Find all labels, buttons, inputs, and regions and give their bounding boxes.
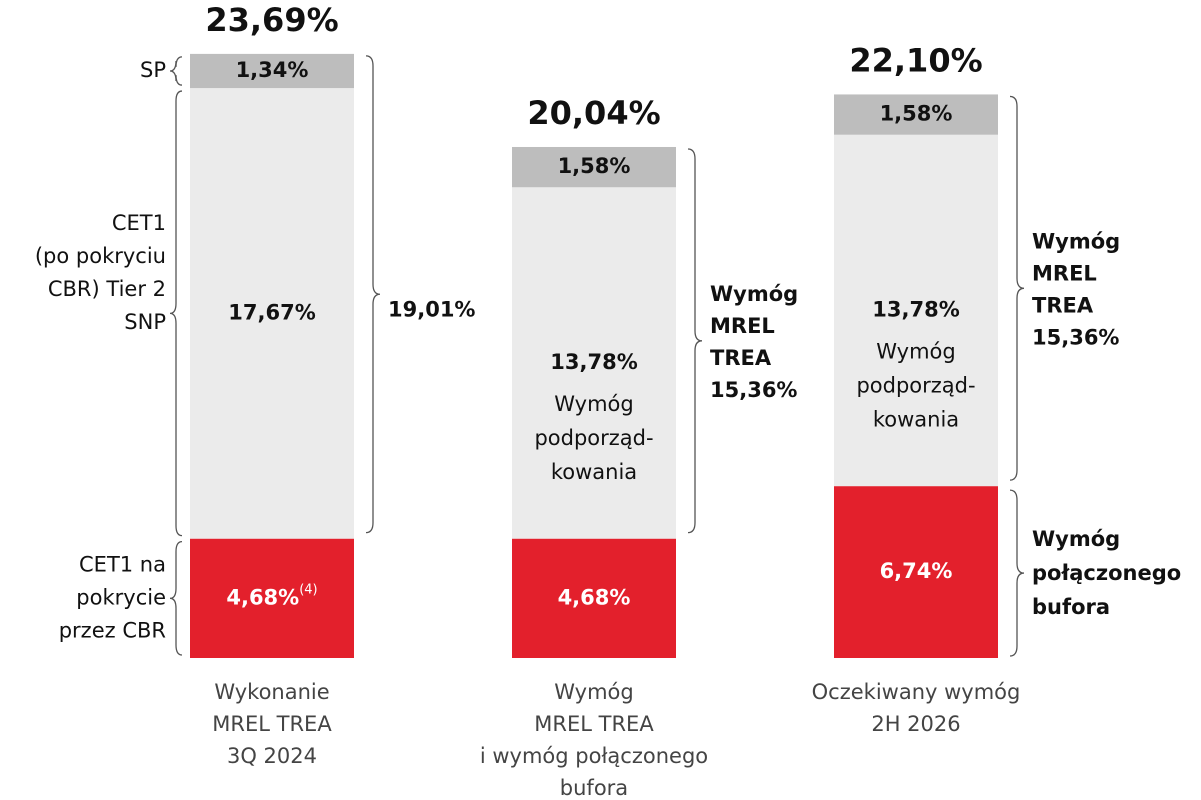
bar-segment xyxy=(834,486,998,658)
value-label: 6,74% xyxy=(880,559,953,583)
value-label: 1,34% xyxy=(236,58,309,82)
value-label: 4,68% xyxy=(558,585,631,609)
value-label: 4,68%(4) xyxy=(226,582,317,610)
mrel-label: Wymóg MREL TREA 15,36% xyxy=(1032,229,1120,349)
brace xyxy=(687,148,703,534)
subordination-label: Wymóg podporząd-kowania xyxy=(534,392,653,484)
x-tick-label: Wykonanie MREL TREA 3Q 2024 xyxy=(212,680,332,768)
series-label: SP xyxy=(140,58,166,82)
buffer-label: Wymóg połączonego bufora xyxy=(1032,527,1181,619)
series-label: CET1 na pokrycie przez CBR xyxy=(59,552,166,642)
value-label-text: 4,68% xyxy=(226,585,299,609)
bar-segment xyxy=(834,94,998,135)
brace xyxy=(169,541,183,656)
brace xyxy=(169,90,183,537)
total-label: 20,04% xyxy=(527,94,660,132)
bar-segment xyxy=(512,187,676,539)
value-label: 17,67% xyxy=(228,300,315,324)
value-label: 13,78% xyxy=(550,350,637,374)
x-tick-label: Oczekiwany wymóg 2H 2026 xyxy=(812,680,1021,736)
value-label: 1,58% xyxy=(880,102,953,126)
bar-segment xyxy=(190,53,354,89)
value-label: 13,78% xyxy=(872,297,959,321)
total-label: 23,69% xyxy=(205,1,338,39)
brace xyxy=(365,55,381,534)
brace xyxy=(1009,489,1025,657)
value-label: 1,58% xyxy=(558,154,631,178)
bar-segment xyxy=(512,538,676,658)
brace xyxy=(1009,95,1025,481)
subordination-label: Wymóg podporząd-kowania xyxy=(856,339,975,431)
series-label: CET1 (po pokryciu CBR) Tier 2 SNP xyxy=(35,211,166,334)
total-label: 22,10% xyxy=(849,41,982,79)
brace xyxy=(169,56,183,86)
bar-segment xyxy=(512,146,676,188)
bar-segment xyxy=(190,88,354,539)
bar-segment xyxy=(190,538,354,658)
footnote: (4) xyxy=(299,582,317,597)
x-tick-label: Wymóg MREL TREA i wymóg połączonego bufora xyxy=(480,680,708,800)
mrel-label: Wymóg MREL TREA 15,36% xyxy=(710,282,798,402)
bar-segment xyxy=(834,134,998,487)
mrel-label: 19,01% xyxy=(388,297,475,321)
